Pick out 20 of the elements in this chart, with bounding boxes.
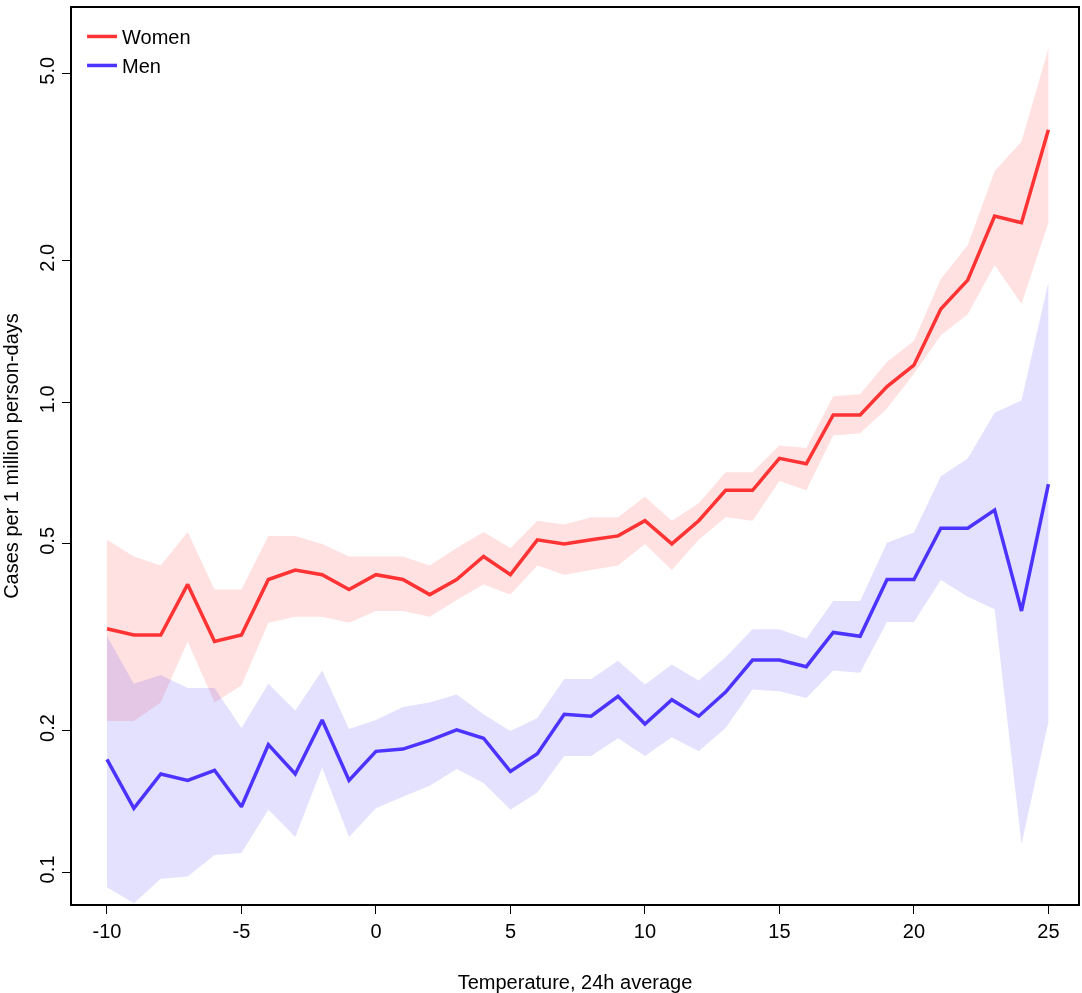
line-series	[105, 482, 1051, 810]
x-tick-label: -10	[92, 919, 122, 942]
x-tick-label: 10	[633, 919, 657, 942]
x-tick-label: 15	[768, 919, 791, 942]
line-series	[105, 128, 1051, 644]
legend-label: Women	[122, 26, 191, 49]
x-tick-label: 5	[504, 919, 516, 942]
y-tick-label: 0.1	[36, 855, 59, 884]
y-axis-title: Cases per 1 million person-days	[0, 313, 22, 599]
y-tick-label: 0.5	[36, 526, 59, 555]
y-tick-label: 2.0	[36, 243, 59, 272]
x-tick-label: 0	[370, 919, 382, 942]
x-axis-title: Temperature, 24h average	[457, 971, 693, 993]
y-tick-label: 1.0	[36, 385, 59, 414]
y-tick-label: 5.0	[36, 56, 59, 85]
x-tick-label: 20	[902, 919, 926, 942]
x-tick-label: 25	[1037, 919, 1060, 942]
x-tick-label: -5	[232, 919, 251, 942]
y-tick-label: 0.2	[36, 714, 59, 742]
legend-label: Men	[122, 55, 161, 78]
